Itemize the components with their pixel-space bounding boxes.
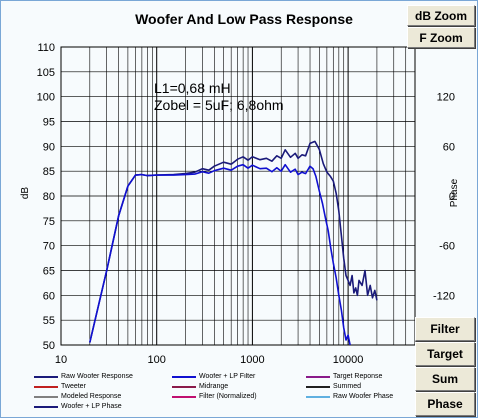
x-tick-label: 1000: [240, 354, 264, 366]
sum-button[interactable]: Sum: [415, 367, 475, 391]
y-axis-label: dB: [20, 187, 31, 200]
chart-legend: Raw Woofer Response Woofer + LP Filter Tar…: [34, 373, 474, 415]
chart-title: Woofer And Low Pass Response: [135, 11, 353, 27]
legend-swatch: [34, 405, 58, 408]
legend-item: Woofer + LP Phase: [34, 403, 122, 410]
y-tick-label: 85: [43, 166, 55, 178]
series-lines: [89, 140, 378, 345]
legend-label: Filter (Normalized): [199, 393, 257, 400]
legend-item: Woofer + LP Filter: [172, 373, 255, 380]
legend-label: Woofer + LP Phase: [61, 403, 122, 410]
legend-swatch: [34, 385, 58, 388]
y2-tick-label: 0: [449, 191, 455, 203]
y-tick-label: 90: [43, 141, 55, 153]
x-tick-label: 10: [55, 354, 67, 366]
f-zoom-button[interactable]: F Zoom: [407, 27, 475, 48]
y-tick-label: 60: [43, 290, 55, 302]
y-tick-label: 105: [37, 67, 55, 79]
filter-button[interactable]: Filter: [415, 317, 475, 341]
y-tick-label: 55: [43, 315, 55, 327]
legend-swatch: [172, 385, 196, 388]
y2-tick-label: 60: [443, 141, 455, 153]
legend-item: Raw Woofer Phase: [306, 393, 393, 400]
series-line: [89, 140, 378, 343]
legend-label: Midrange: [199, 383, 229, 390]
y-tick-label: 65: [43, 266, 55, 278]
annotation-inductor: L1=0,68 mH: [154, 80, 231, 96]
y-tick-label: 110: [37, 42, 55, 54]
legend-item: Target Reponse: [306, 373, 382, 380]
axis-ticks: 50 55 60 65 70 75 80 85 90 95 100 105 110 -120 -60 0 60 1…: [37, 42, 455, 366]
legend-label: Summed: [333, 383, 362, 390]
plot-frame: [60, 46, 416, 346]
y-tick-label: 95: [43, 117, 55, 129]
legend-item: Modeled Response: [34, 393, 121, 400]
legend-swatch: [172, 395, 196, 398]
legend-item: Raw Woofer Response: [34, 373, 133, 380]
plot-grid: [61, 47, 415, 345]
legend-swatch: [306, 385, 330, 388]
target-button[interactable]: Target: [415, 342, 475, 366]
y-tick-label: 75: [43, 216, 55, 228]
y2-axis-label: Phase: [449, 178, 460, 207]
annotation-zobel: Zobel = 5uF; 6,8ohm: [154, 97, 284, 113]
x-tick-label: 100: [148, 354, 166, 366]
x-tick-label: 10000: [333, 354, 364, 366]
y-tick-label: 70: [43, 241, 55, 253]
legend-swatch: [34, 395, 58, 398]
legend-label: Tweeter: [61, 383, 86, 390]
phase-button[interactable]: Phase: [415, 392, 475, 416]
legend-label: Raw Woofer Phase: [333, 393, 394, 400]
legend-label: Woofer + LP Filter: [199, 373, 256, 380]
legend-label: Modeled Response: [61, 393, 122, 400]
legend-label: Target Reponse: [333, 373, 383, 380]
y2-tick-label: 120: [437, 92, 455, 104]
legend-swatch: [306, 375, 330, 378]
y-tick-label: 80: [43, 191, 55, 203]
legend-item: Summed: [306, 383, 361, 390]
legend-label: Raw Woofer Response: [61, 373, 133, 380]
legend-swatch: [172, 375, 196, 378]
y-tick-label: 50: [43, 340, 55, 352]
y2-tick-label: -60: [439, 241, 455, 253]
legend-swatch: [306, 395, 330, 398]
series-line: [89, 163, 351, 345]
y2-tick-label: -120: [433, 290, 455, 302]
db-zoom-button[interactable]: dB Zoom: [407, 5, 475, 26]
legend-item: Tweeter: [34, 383, 86, 390]
legend-item: Midrange: [172, 383, 228, 390]
legend-item: Filter (Normalized): [172, 393, 257, 400]
legend-swatch: [34, 375, 58, 378]
y-tick-label: 100: [37, 92, 55, 104]
